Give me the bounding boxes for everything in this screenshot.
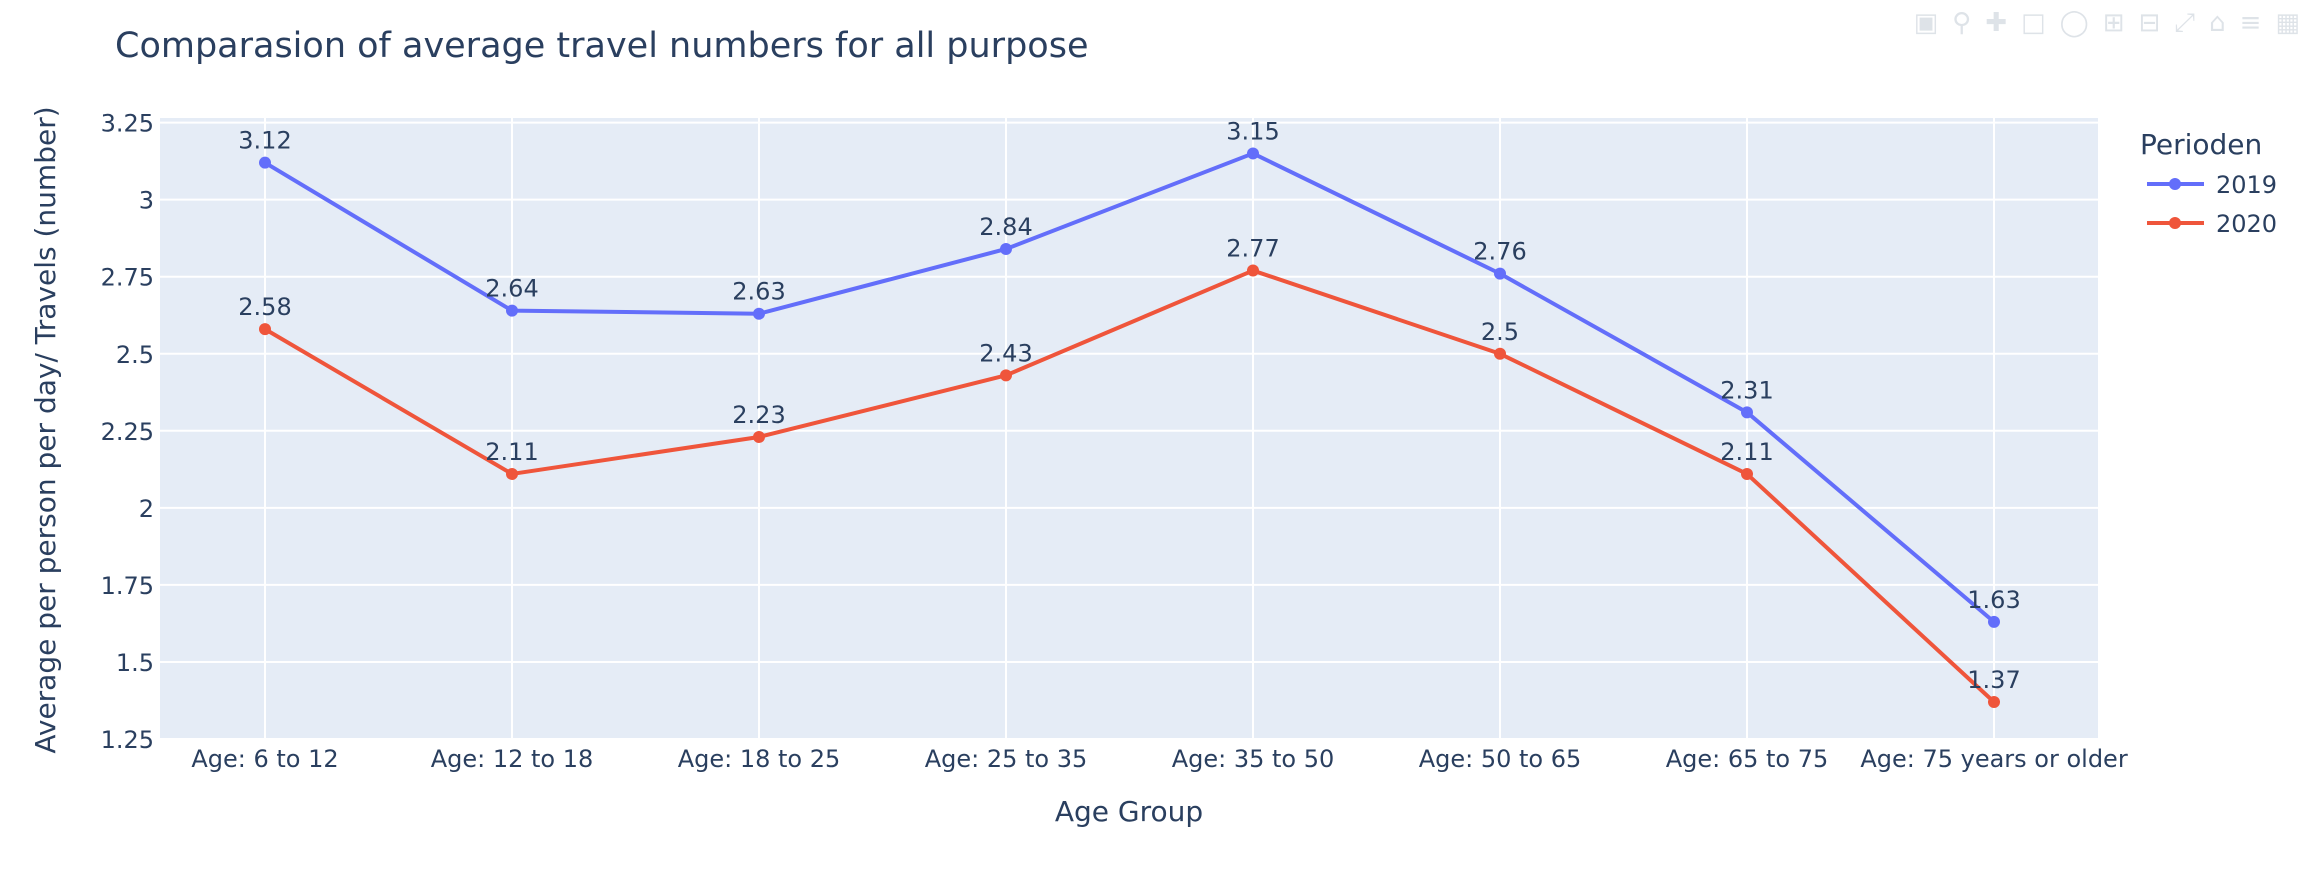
chart-title: Comparasion of average travel numbers fo… — [115, 26, 1088, 66]
series-2019 — [259, 147, 2000, 628]
data-point[interactable] — [1000, 369, 1012, 382]
x-tick-label: Age: 25 to 35 — [925, 745, 1088, 773]
data-point[interactable] — [1247, 264, 1259, 277]
data-label: 2.5 — [1481, 318, 1519, 346]
data-label: 3.12 — [238, 127, 291, 155]
y-tick-label: 3.25 — [101, 110, 154, 138]
series-lines — [259, 147, 2000, 709]
data-label: 2.76 — [1473, 238, 1526, 266]
data-label: 2.77 — [1226, 235, 1279, 263]
legend-item-2019[interactable]: 2019 — [2147, 171, 2277, 199]
data-label: 1.63 — [1967, 586, 2020, 614]
data-label: 2.58 — [238, 293, 291, 321]
series-line-2019 — [263, 151, 1996, 624]
data-label: 2.31 — [1720, 376, 1773, 404]
plot-area — [160, 118, 2098, 739]
data-point[interactable] — [1988, 696, 2000, 709]
y-tick-label: 2.75 — [101, 264, 154, 292]
x-tick-label: Age: 65 to 75 — [1666, 745, 1829, 773]
y-axis-title: Average per person per day/ Travels (num… — [29, 106, 62, 753]
data-label: 2.63 — [732, 278, 785, 306]
data-label: 2.23 — [732, 401, 785, 429]
y-tick-label: 2.25 — [101, 418, 154, 446]
series-2020 — [259, 264, 2000, 709]
data-label: 3.15 — [1226, 117, 1279, 145]
y-tick-label: 1.25 — [101, 726, 154, 754]
y-tick-label: 2 — [139, 495, 154, 523]
data-label: 2.84 — [979, 213, 1032, 241]
x-tick-label: Age: 6 to 12 — [191, 745, 338, 773]
data-point[interactable] — [259, 156, 271, 169]
x-axis-ticks: Age: 6 to 12 Age: 12 to 18 Age: 18 to 25 Ag… — [191, 745, 2127, 773]
x-tick-label: Age: 18 to 25 — [678, 745, 841, 773]
x-tick-label: Age: 12 to 18 — [431, 745, 594, 773]
modebar: ▣ ⚲ ✚ □ ◯ ⊞ ⊟ ⤢ ⌂ ≡ ▦ — [1914, 8, 2300, 38]
zoom-out-icon[interactable]: ⊟ — [2138, 8, 2161, 38]
zoom-in-icon[interactable]: ⊞ — [2102, 8, 2125, 38]
data-point[interactable] — [1741, 467, 1753, 480]
data-point[interactable] — [1494, 267, 1506, 280]
legend-label: 2020 — [2216, 210, 2277, 238]
x-tick-label: Age: 35 to 50 — [1172, 745, 1335, 773]
grid-lines — [160, 118, 2098, 740]
y-tick-label: 1.5 — [116, 649, 154, 677]
autoscale-icon[interactable]: ⤢ — [2174, 8, 2196, 38]
data-label: 1.37 — [1967, 666, 2020, 694]
data-point[interactable] — [506, 467, 518, 480]
y-tick-label: 3 — [139, 187, 154, 215]
legend-item-2020[interactable]: 2020 — [2147, 210, 2277, 238]
data-point[interactable] — [506, 304, 518, 317]
lasso-select-icon[interactable]: ◯ — [2059, 8, 2089, 38]
y-tick-label: 1.75 — [101, 572, 154, 600]
legend-title: Perioden — [2140, 128, 2262, 161]
legend-swatch-marker — [2169, 178, 2181, 190]
series-line-2020 — [263, 268, 1996, 704]
plotly-logo-icon[interactable]: ▦ — [2275, 8, 2300, 38]
data-label: 2.11 — [1720, 438, 1773, 466]
pan-icon[interactable]: ✚ — [1985, 8, 2008, 38]
x-tick-label: Age: 75 years or older — [1860, 745, 2128, 773]
data-point[interactable] — [1247, 147, 1259, 160]
spike-lines-icon[interactable]: ≡ — [2239, 8, 2262, 38]
camera-icon[interactable]: ▣ — [1913, 8, 1939, 38]
legend-label: 2019 — [2216, 171, 2277, 199]
box-select-icon[interactable]: □ — [2021, 8, 2046, 38]
data-label: 2.43 — [979, 339, 1032, 367]
data-point[interactable] — [1741, 406, 1753, 419]
x-axis-title: Age Group — [1055, 795, 1203, 828]
legend: Perioden 2019 2020 — [2140, 128, 2277, 238]
data-label: 2.64 — [485, 275, 538, 303]
data-point[interactable] — [753, 430, 765, 443]
x-tick-label: Age: 50 to 65 — [1419, 745, 1582, 773]
y-tick-label: 2.5 — [116, 341, 154, 369]
y-axis-ticks: 1.25 1.5 1.75 2 2.25 2.5 2.75 3 3.25 — [101, 110, 154, 754]
data-label: 2.11 — [485, 438, 538, 466]
legend-swatch-marker — [2169, 217, 2181, 229]
data-point[interactable] — [1494, 347, 1506, 360]
data-point[interactable] — [1000, 242, 1012, 255]
reset-axes-icon[interactable]: ⌂ — [2209, 8, 2226, 38]
data-labels: 3.12 2.64 2.63 2.84 3.15 2.76 2.31 1.63 2.58 2.11… — [238, 117, 2020, 694]
zoom-icon[interactable]: ⚲ — [1952, 8, 1972, 38]
data-point[interactable] — [1988, 615, 2000, 628]
data-point[interactable] — [753, 307, 765, 320]
data-point[interactable] — [259, 323, 271, 336]
